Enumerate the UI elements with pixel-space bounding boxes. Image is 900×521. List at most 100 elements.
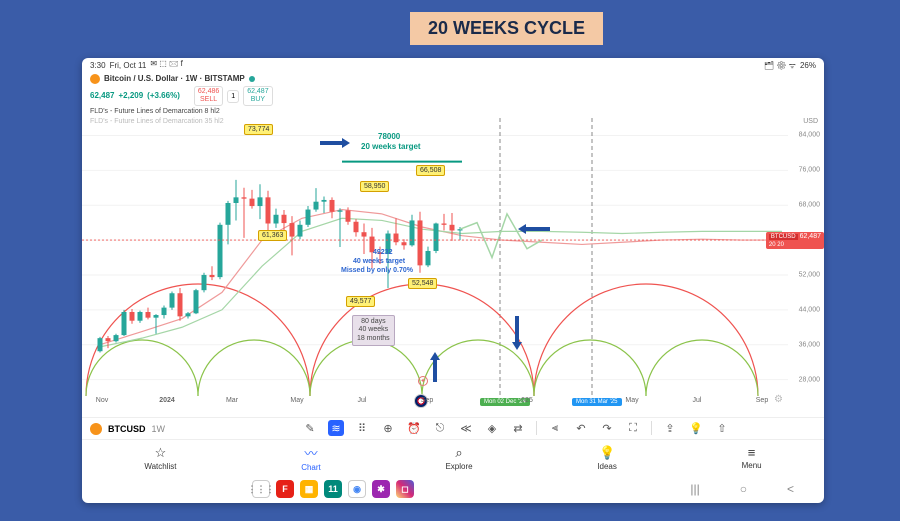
x-axis-tick: Sep [421, 397, 433, 404]
dock-app-3[interactable]: 11 [324, 480, 342, 498]
nav-ideas[interactable]: 💡Ideas [597, 445, 617, 471]
y-axis-tick: 84,000 [799, 132, 820, 139]
buy-button[interactable]: 62,487BUY [243, 86, 272, 105]
x-axis-tick: May [625, 397, 638, 404]
android-nav-bar: ⋮⋮⋮ F ▦ 11 ◉ ✱ ◻ ||| ○ < [82, 475, 824, 503]
y-axis-tick: 52,000 [799, 271, 820, 278]
toolbar-tool-14[interactable]: 💡 [688, 420, 704, 436]
toolbar-tool-11[interactable]: ↷ [599, 420, 615, 436]
chart-annotation: 40 weeks target [350, 257, 408, 266]
bottom-nav: ☆Watchlist 〰Chart ⌕Explore 💡Ideas ≡Menu [82, 439, 824, 475]
x-axis-tick: Nov [96, 397, 108, 404]
status-right-icons: 🗂 ⚙ ᯤ [764, 60, 796, 71]
chart-annotation: 66,508 [416, 165, 445, 176]
nav-explore[interactable]: ⌕Explore [445, 445, 472, 471]
watchlist-icon: ☆ [155, 445, 167, 461]
recent-apps-button[interactable]: ||| [690, 482, 699, 496]
symbol-title[interactable]: Bitcoin / U.S. Dollar · 1W · BITSTAMP [104, 74, 245, 84]
explore-icon: ⌕ [455, 445, 462, 461]
spread-value: 1 [227, 90, 239, 103]
arrow-annotation [428, 352, 446, 382]
chart-icon: 〰 [304, 443, 317, 462]
toolbar-tool-15[interactable]: ⇧ [714, 420, 730, 436]
chart-annotation: 49,577 [346, 296, 375, 307]
arrow-annotation [518, 218, 550, 236]
tablet-frame: 3:30 Fri, Oct 11 ✉ ⬚ 🖂 f 🗂 ⚙ ᯤ 26% Bitco… [82, 58, 824, 503]
toolbar-tool-12[interactable]: ⛶ [625, 420, 641, 436]
y-axis-tick: 28,000 [799, 376, 820, 383]
toolbar-tool-3[interactable]: ⊕ [380, 420, 396, 436]
toolbar-tool-9[interactable]: ⫷ [547, 420, 563, 436]
dock-app-4[interactable]: ◉ [348, 480, 366, 498]
footer-timeframe[interactable]: 1W [152, 424, 166, 434]
x-axis-tick: Jul [358, 397, 367, 404]
current-price-tag: BTCUSD62,48720 20 [766, 232, 824, 249]
y-axis-tick: 68,000 [799, 202, 820, 209]
dock-app-6[interactable]: ◻ [396, 480, 414, 498]
toolbar-tool-2[interactable]: ⠿ [354, 420, 370, 436]
toolbar-tool-0[interactable]: ✎ [302, 420, 318, 436]
dock-app-0[interactable]: ⋮⋮⋮ [252, 480, 270, 498]
app-dock: ⋮⋮⋮ F ▦ 11 ◉ ✱ ◻ [252, 480, 414, 498]
dock-app-1[interactable]: F [276, 480, 294, 498]
indicator-fld-8[interactable]: FLD's - Future Lines of Demarcation 8 hl… [90, 107, 816, 116]
x-axis-tick: 025 [521, 397, 533, 404]
chart-annotation: 73,774 [244, 124, 273, 135]
toolbar-tool-4[interactable]: ⏰ [406, 420, 422, 436]
toolbar-tool-10[interactable]: ↶ [573, 420, 589, 436]
market-open-dot [249, 76, 255, 82]
chart-toolbar: ✎ ≋ ⠿ ⊕ ⏰ ⎋ ≪ ◈ ⇄ ⫷ ↶ ↷ ⛶ ⇪ 💡 ⇧ [302, 417, 816, 439]
arrow-annotation [320, 136, 350, 154]
sell-button[interactable]: 62,486SELL [194, 86, 223, 105]
y-axis-tick: 44,000 [799, 306, 820, 313]
home-button[interactable]: ○ [740, 482, 747, 496]
toolbar-tool-5[interactable]: ⎋ [432, 420, 448, 436]
nav-watchlist[interactable]: ☆Watchlist [144, 445, 176, 471]
system-nav: ||| ○ < [690, 482, 794, 496]
bitcoin-icon-small [90, 423, 102, 435]
toolbar-tool-8[interactable]: ⇄ [510, 420, 526, 436]
price-chart-svg[interactable] [82, 118, 824, 413]
chart-annotation: 49232 [370, 248, 395, 257]
chart-annotation: 80 days40 weeks18 months [352, 315, 395, 346]
last-price: 62,487 [90, 91, 114, 101]
compass-icon[interactable]: ✦ [418, 376, 428, 386]
x-axis-tick: May [290, 397, 303, 404]
chart-annotation: 20 weeks target [358, 141, 424, 152]
status-battery: 26% [800, 61, 816, 70]
arrow-annotation [506, 316, 524, 350]
menu-icon: ≡ [748, 445, 756, 460]
footer-symbol[interactable]: BTCUSD [108, 424, 146, 434]
x-axis-tick: Jul [693, 397, 702, 404]
toolbar-tool-1[interactable]: ≋ [328, 420, 344, 436]
toolbar-tool-6[interactable]: ≪ [458, 420, 474, 436]
nav-chart[interactable]: 〰Chart [301, 443, 321, 472]
chart-annotation: Missed by only 0.70% [338, 266, 416, 275]
back-button[interactable]: < [787, 482, 794, 496]
chart-area[interactable]: USD 28,00036,00044,00052,00060,00068,000… [82, 118, 824, 413]
y-axis-tick: 36,000 [799, 341, 820, 348]
status-left-icons: ✉ ⬚ 🖂 f [150, 58, 183, 72]
x-axis-tick: Mar [226, 397, 238, 404]
price-change: +2,209 [118, 91, 143, 101]
currency-label: USD [803, 118, 818, 125]
dock-app-5[interactable]: ✱ [372, 480, 390, 498]
toolbar-tool-7[interactable]: ◈ [484, 420, 500, 436]
status-time: 3:30 [90, 61, 106, 70]
toolbar-tool-13[interactable]: ⇪ [662, 420, 678, 436]
chart-annotation: 58,950 [360, 181, 389, 192]
ideas-icon: 💡 [599, 445, 615, 461]
bitcoin-icon [90, 74, 100, 84]
x-axis: Nov 2024 Mar May Jul Sep 025 May Jul Sep [82, 397, 788, 413]
nav-menu[interactable]: ≡Menu [742, 445, 762, 470]
dock-app-2[interactable]: ▦ [300, 480, 318, 498]
android-statusbar: 3:30 Fri, Oct 11 ✉ ⬚ 🖂 f 🗂 ⚙ ᯤ 26% [82, 58, 824, 72]
chart-annotation: 61,363 [258, 230, 287, 241]
chart-annotation: 52,548 [408, 278, 437, 289]
banner-text: 20 WEEKS CYCLE [428, 18, 585, 38]
status-date: Fri, Oct 11 [110, 61, 147, 70]
x-axis-tick: 2024 [159, 397, 175, 404]
y-axis-tick: 76,000 [799, 167, 820, 174]
x-axis-tick: Sep [756, 397, 768, 404]
price-change-pct: (+3.66%) [147, 91, 180, 101]
